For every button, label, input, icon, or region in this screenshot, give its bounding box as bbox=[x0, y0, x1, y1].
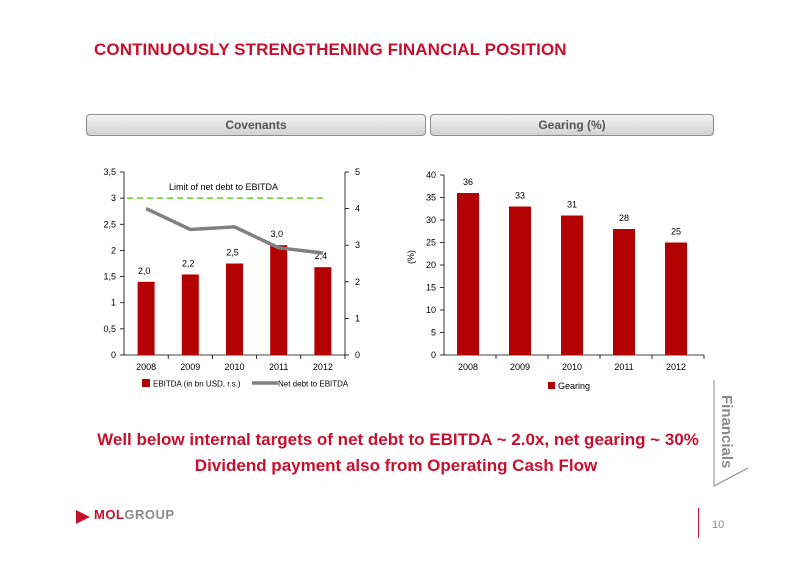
legend-gearing-swatch bbox=[548, 382, 555, 389]
ebitda-bar bbox=[226, 263, 243, 355]
left-tick-label: 0 bbox=[111, 350, 116, 360]
ebitda-data-label: 2,5 bbox=[226, 248, 239, 258]
x-tick-label: 2011 bbox=[269, 362, 288, 372]
gearing-y-tick-label: 25 bbox=[426, 238, 436, 248]
x-tick-label: 2009 bbox=[180, 362, 200, 372]
gearing-x-tick-label: 2009 bbox=[510, 362, 530, 372]
slide-title: CONTINUOUSLY STRENGTHENING FINANCIAL POS… bbox=[94, 40, 567, 59]
mol-arrow-icon bbox=[76, 510, 90, 524]
gearing-x-tick-label: 2011 bbox=[614, 362, 633, 372]
legend-net-debt-label: Net debt to EBITDA bbox=[278, 380, 349, 389]
ebitda-data-label: 2,2 bbox=[182, 258, 195, 268]
gearing-y-tick-label: 10 bbox=[426, 305, 436, 315]
gearing-x-tick-label: 2010 bbox=[562, 362, 582, 372]
legend-gearing-label: Gearing bbox=[558, 381, 590, 391]
legend-ebitda-swatch bbox=[142, 379, 150, 387]
gearing-y-tick-label: 40 bbox=[426, 170, 436, 180]
ebitda-data-label: 2,0 bbox=[138, 266, 151, 276]
limit-line-label: Limit of net debt to EBITDA bbox=[169, 182, 278, 192]
gearing-data-label: 33 bbox=[515, 191, 525, 201]
gearing-y-tick-label: 30 bbox=[426, 215, 436, 225]
gearing-x-tick-label: 2012 bbox=[666, 362, 686, 372]
gearing-y-tick-label: 0 bbox=[431, 350, 436, 360]
footer-divider bbox=[698, 508, 699, 538]
message-line-2: Dividend payment also from Operating Cas… bbox=[194, 456, 598, 475]
charts-canvas: 00,511,522,533,501234520082,020092,22010… bbox=[103, 167, 705, 391]
right-tick-label: 2 bbox=[355, 277, 360, 287]
gearing-x-tick-label: 2008 bbox=[458, 362, 478, 372]
section-label: Financials bbox=[718, 395, 735, 469]
gearing-header: Gearing (%) bbox=[430, 114, 714, 136]
left-tick-label: 2,5 bbox=[103, 219, 116, 229]
net-debt-to-ebitda-line bbox=[145, 207, 324, 255]
ebitda-data-label: 3,0 bbox=[270, 229, 283, 239]
gearing-y-tick-label: 5 bbox=[431, 328, 436, 338]
gearing-data-label: 28 bbox=[619, 213, 629, 223]
legend-ebitda-label: EBITDA (in bn USD, r.s.) bbox=[153, 380, 241, 389]
x-tick-label: 2008 bbox=[136, 362, 156, 372]
left-tick-label: 1,5 bbox=[103, 272, 116, 282]
gearing-bar bbox=[665, 242, 687, 355]
left-tick-label: 0,5 bbox=[103, 324, 116, 334]
right-tick-label: 4 bbox=[355, 204, 360, 214]
left-tick-label: 3 bbox=[111, 193, 116, 203]
x-tick-label: 2010 bbox=[224, 362, 244, 372]
gearing-bar bbox=[561, 215, 583, 355]
right-tick-label: 5 bbox=[355, 167, 360, 177]
x-tick-label: 2012 bbox=[313, 362, 333, 372]
gearing-y-tick-label: 35 bbox=[426, 193, 436, 203]
right-tick-label: 0 bbox=[355, 350, 360, 360]
left-tick-label: 3,5 bbox=[103, 167, 116, 177]
gearing-bar bbox=[613, 229, 635, 355]
gearing-data-label: 36 bbox=[463, 177, 473, 187]
covenants-header: Covenants bbox=[86, 114, 426, 136]
left-tick-label: 1 bbox=[111, 298, 116, 308]
gearing-y-tick-label: 20 bbox=[426, 260, 436, 270]
ebitda-bar bbox=[270, 245, 288, 355]
logo-group-text: GROUP bbox=[124, 507, 175, 522]
gearing-y-tick-label: 15 bbox=[426, 283, 436, 293]
ebitda-data-label: 2,4 bbox=[315, 251, 328, 261]
page-number: 10 bbox=[712, 519, 725, 531]
company-logo: MOLGROUP bbox=[94, 507, 175, 522]
gearing-data-label: 25 bbox=[671, 227, 681, 237]
right-tick-label: 1 bbox=[355, 313, 360, 323]
side-tab-bracket bbox=[713, 380, 749, 487]
gearing-y-axis-title: (%) bbox=[406, 250, 416, 264]
left-tick-label: 2 bbox=[111, 245, 116, 255]
gearing-bar bbox=[457, 193, 479, 355]
ebitda-bar bbox=[137, 281, 155, 355]
ebitda-bar bbox=[314, 267, 332, 355]
gearing-bar bbox=[509, 206, 531, 355]
logo-mol-text: MOL bbox=[94, 507, 125, 522]
gearing-data-label: 31 bbox=[567, 200, 577, 210]
ebitda-bar bbox=[181, 274, 199, 355]
right-tick-label: 3 bbox=[355, 240, 360, 250]
message-line-1: Well below internal targets of net debt … bbox=[97, 430, 699, 449]
